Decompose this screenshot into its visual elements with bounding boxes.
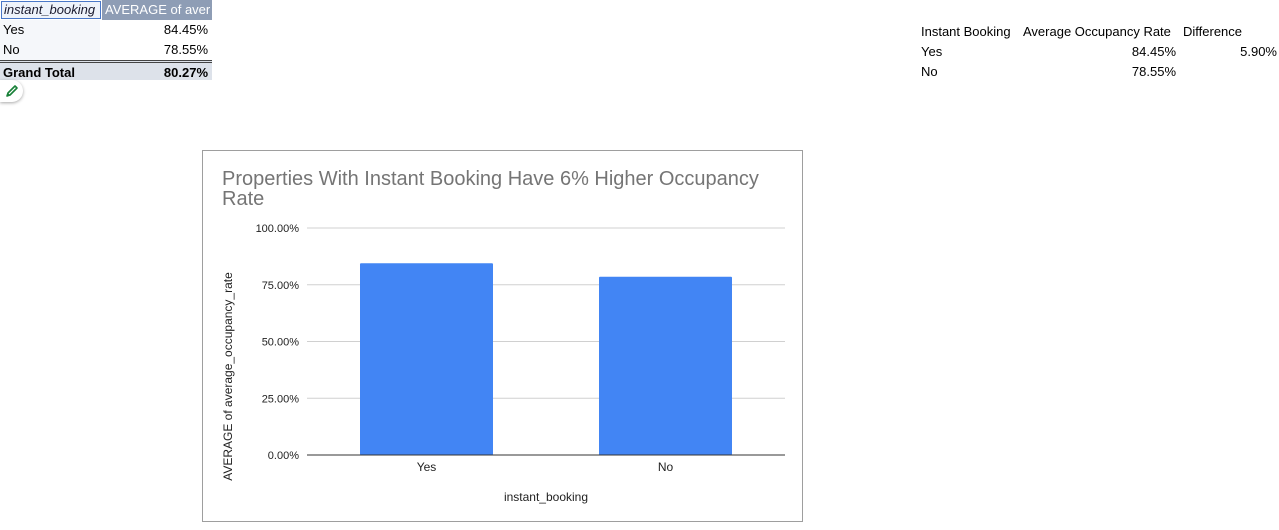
summary-header-average-rate[interactable]: Average Occupancy Rate xyxy=(1023,24,1171,39)
x-axis-title: instant_booking xyxy=(504,490,588,504)
bar[interactable] xyxy=(360,263,493,455)
summary-row-rate[interactable]: 84.45% xyxy=(1131,44,1176,59)
pivot-total-label: Grand Total xyxy=(3,65,75,80)
pivot-row[interactable]: No 78.55% xyxy=(0,40,212,60)
pivot-total-value: 80.27% xyxy=(163,65,208,80)
y-axis-title: AVERAGE of average_occupancy_rate xyxy=(221,272,235,481)
pivot-table: instant_booking AVERAGE of aver Yes 84.4… xyxy=(0,0,212,80)
y-tick-label: 75.00% xyxy=(262,280,300,292)
pivot-header-average[interactable]: AVERAGE of aver xyxy=(102,0,212,20)
pivot-row-value: 78.55% xyxy=(163,42,208,57)
summary-row-label[interactable]: Yes xyxy=(921,44,943,59)
pivot-row-value: 84.45% xyxy=(163,22,208,37)
summary-row-rate[interactable]: 78.55% xyxy=(1131,64,1176,79)
bar[interactable] xyxy=(599,276,732,455)
chart-title: Properties With Instant Booking Have 6% … xyxy=(222,168,759,210)
pivot-header-instant-booking[interactable]: instant_booking xyxy=(1,1,101,19)
pivot-row-label: No xyxy=(0,40,100,60)
x-tick-label: Yes xyxy=(417,460,437,474)
pencil-icon xyxy=(5,85,18,97)
pivot-row-label: Yes xyxy=(0,20,100,40)
y-tick-label: 50.00% xyxy=(262,337,300,349)
chart-plot: 0.00% 25.00% 50.00% 75.00% 100.00% Yes No insta… xyxy=(221,223,785,504)
y-tick-label: 25.00% xyxy=(262,393,300,405)
y-tick-label: 0.00% xyxy=(268,450,299,462)
edit-pivot-button[interactable] xyxy=(0,80,23,102)
y-tick-label: 100.00% xyxy=(256,223,300,235)
summary-row-label[interactable]: No xyxy=(921,64,938,79)
pivot-grand-total-row[interactable]: Grand Total 80.27% xyxy=(0,60,212,80)
summary-header-difference[interactable]: Difference xyxy=(1183,24,1243,39)
summary-row-difference[interactable]: 5.90% xyxy=(1240,44,1277,59)
bar-chart[interactable]: Properties With Instant Booking Have 6% … xyxy=(202,150,803,522)
summary-header-instant-booking[interactable]: Instant Booking xyxy=(921,24,1011,39)
x-tick-label: No xyxy=(658,460,674,474)
pivot-row[interactable]: Yes 84.45% xyxy=(0,20,212,40)
